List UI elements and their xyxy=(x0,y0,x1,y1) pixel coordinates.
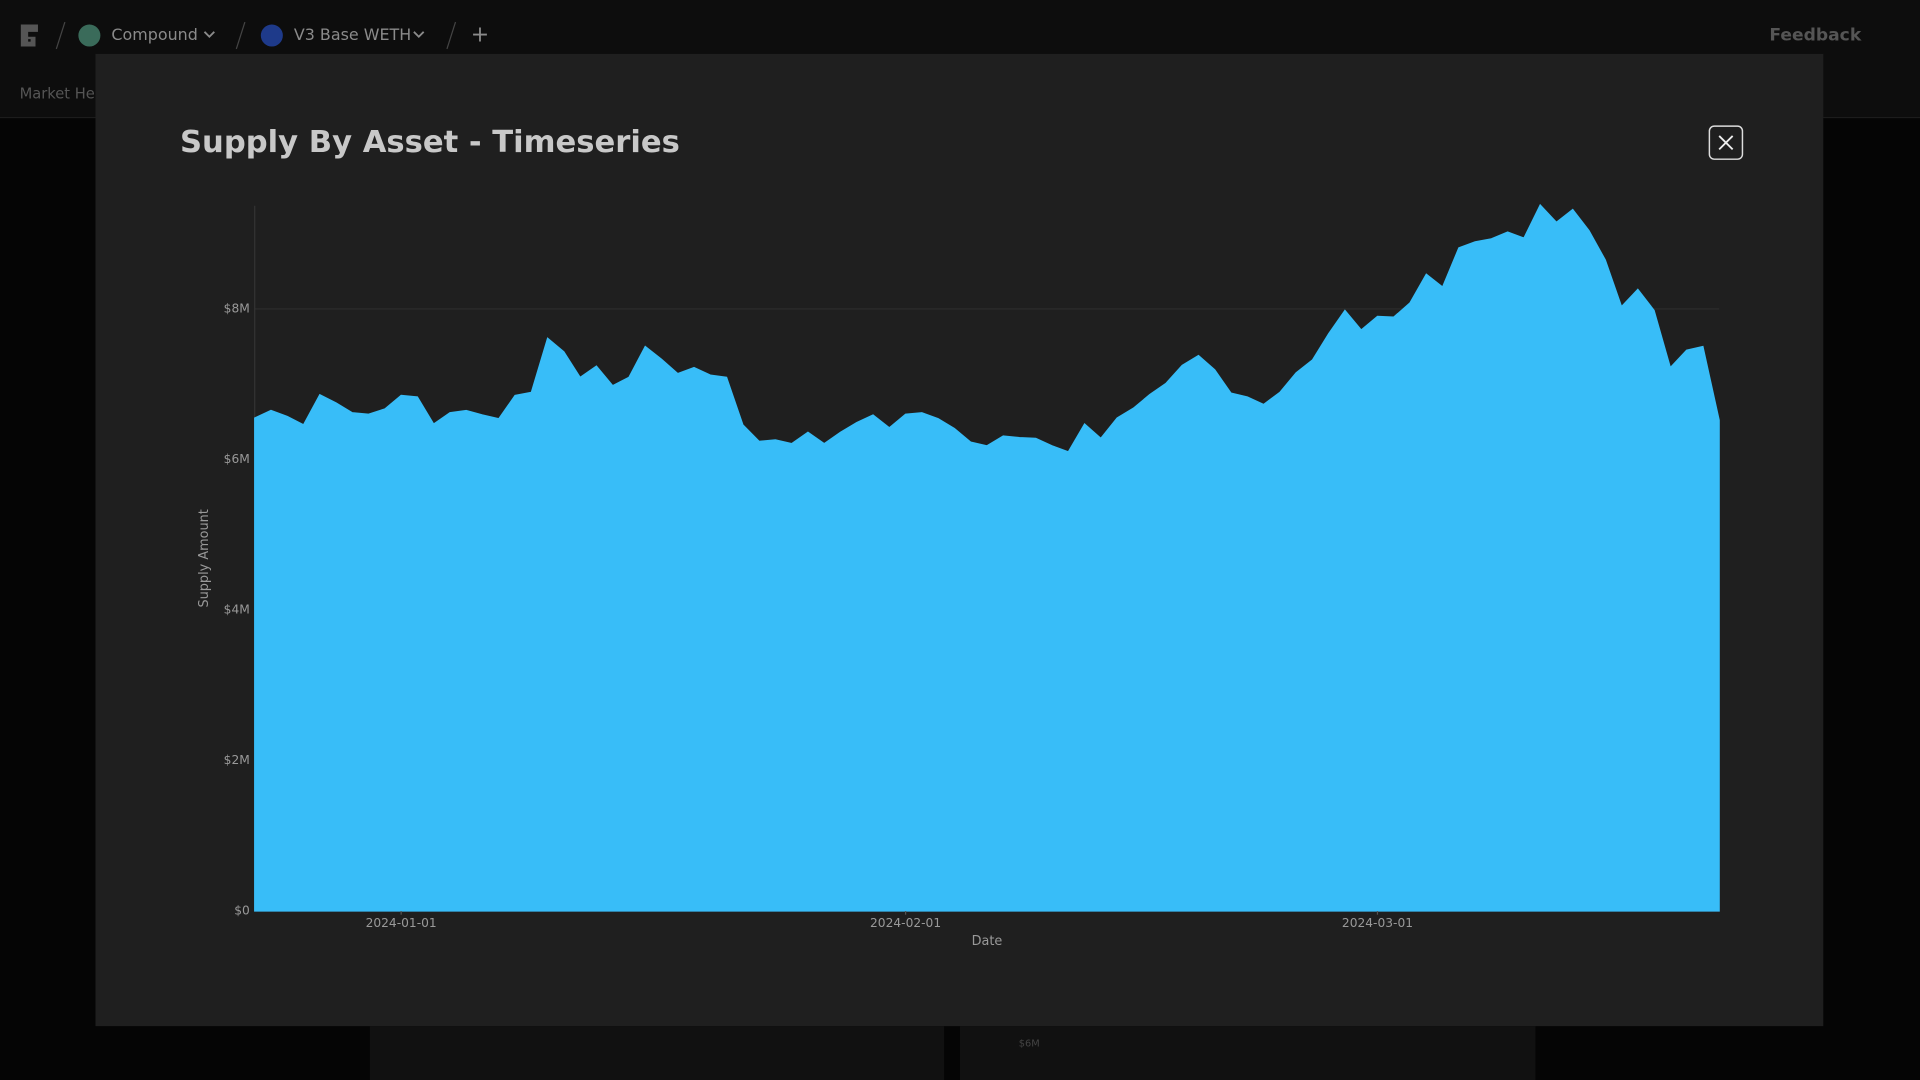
project-selector[interactable]: Compound xyxy=(111,25,197,44)
y-tick-label: $0 xyxy=(234,904,250,918)
separator xyxy=(235,21,246,50)
x-tick-label: 2024-01-01 xyxy=(366,916,437,930)
x-tick-label: 2024-03-01 xyxy=(1342,916,1413,930)
project-icon xyxy=(78,24,101,47)
area xyxy=(254,203,1720,912)
tab[interactable]: Market Hea xyxy=(20,85,104,102)
separator xyxy=(446,21,457,50)
x-tick-label: 2024-02-01 xyxy=(870,916,941,930)
dropdown-icon[interactable] xyxy=(413,31,425,39)
background-panel xyxy=(960,1026,1536,1080)
background-tick-label: $6M xyxy=(1019,1038,1040,1049)
y-axis-title: Supply Amount xyxy=(197,509,212,607)
plot: $0 $2M $4M $6M $8M 2024-01-01 2024-02-01 2024-0… xyxy=(197,203,1720,949)
market-selector[interactable]: V3 Base WETH xyxy=(294,25,411,44)
modal-title: Supply By Asset - Timeseries xyxy=(180,125,680,160)
market-icon xyxy=(260,24,283,47)
close-icon[interactable] xyxy=(1718,135,1734,151)
dropdown-icon[interactable] xyxy=(203,31,215,39)
background-panel xyxy=(369,1026,945,1080)
logo[interactable] xyxy=(20,24,38,47)
y-tick-label: $4M xyxy=(224,602,250,616)
y-tick-label: $6M xyxy=(224,452,250,466)
add-button[interactable]: + xyxy=(471,23,489,48)
x-axis-title: Date xyxy=(972,934,1003,949)
y-tick-label: $8M xyxy=(224,301,250,315)
separator xyxy=(55,21,66,50)
y-tick-label: $2M xyxy=(224,753,250,767)
feedback-button[interactable]: Feedback xyxy=(1769,26,1861,46)
close-button[interactable] xyxy=(1708,125,1744,160)
